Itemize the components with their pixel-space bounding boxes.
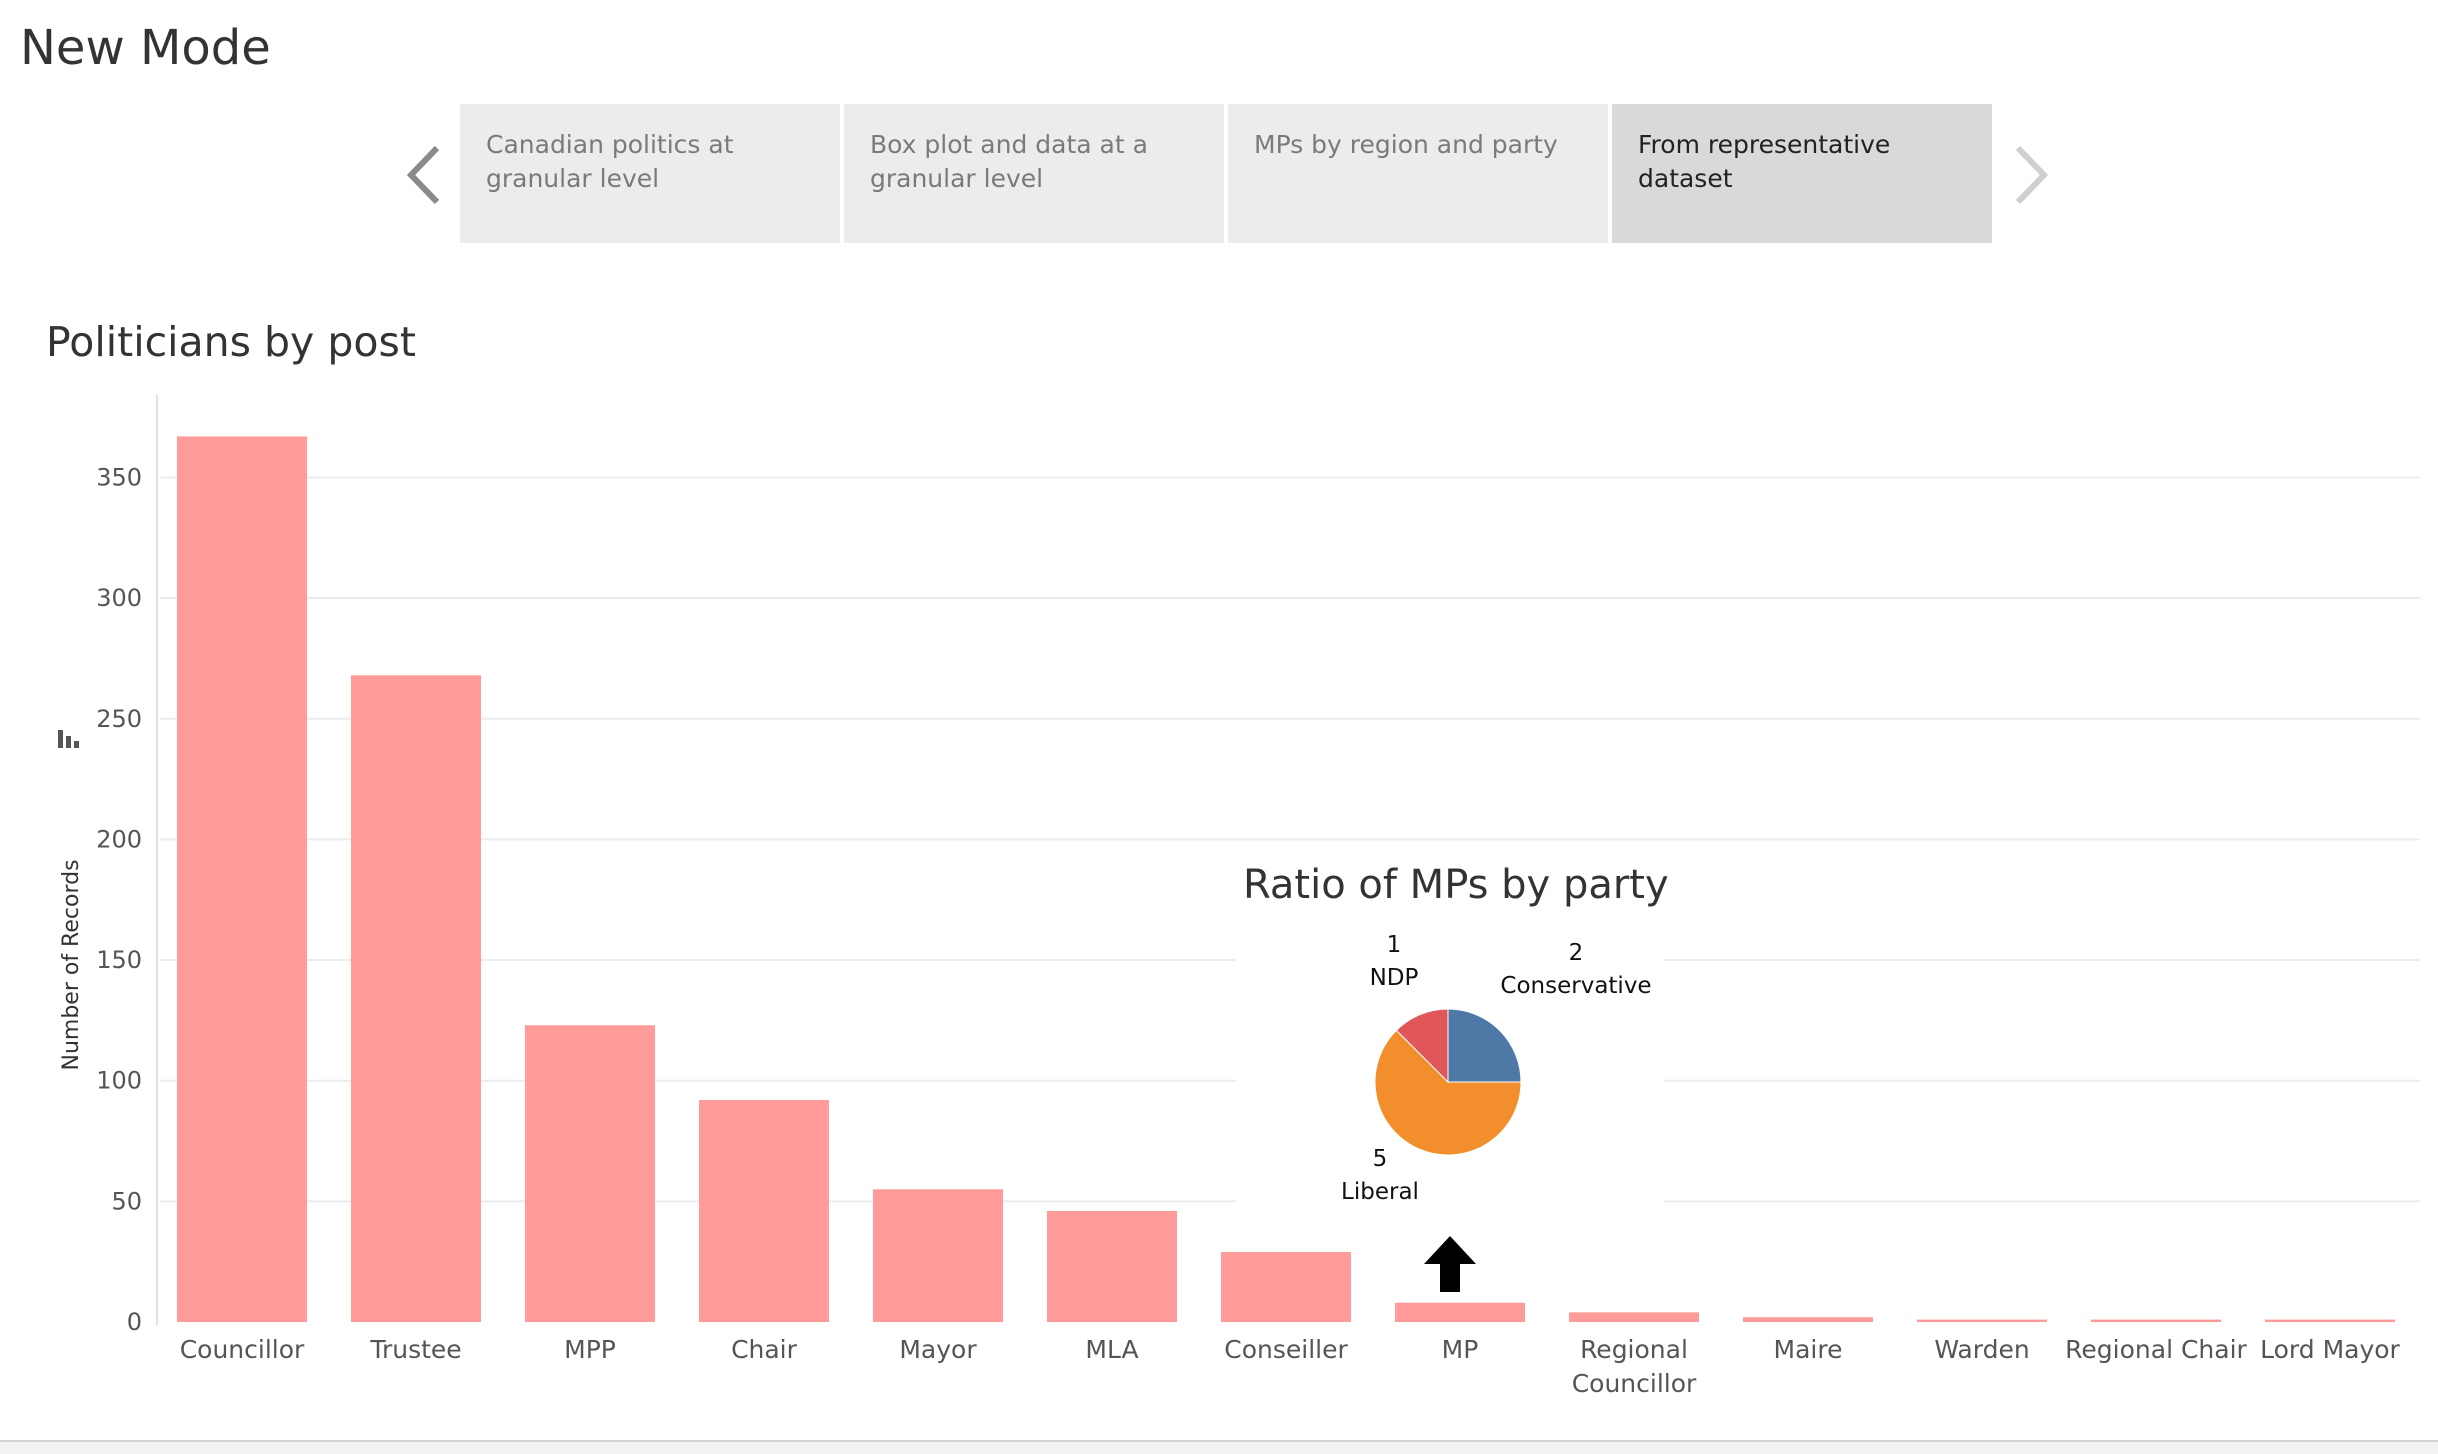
bottom-scrollbar[interactable]: [0, 1440, 2438, 1454]
pie-labels: 2 Conservative 5 Liberal 1 NDP: [1341, 932, 1652, 1205]
chart-title: Politicians by post: [46, 318, 416, 366]
sort-icon[interactable]: [58, 730, 79, 748]
x-tick-label: Warden: [1934, 1335, 2029, 1364]
story-point-mps-by-region[interactable]: MPs by region and party: [1228, 104, 1608, 243]
bar[interactable]: [1917, 1319, 2047, 1322]
bar[interactable]: [873, 1189, 1003, 1322]
x-tick-label: Conseiller: [1224, 1335, 1348, 1364]
y-tick-label: 350: [96, 463, 142, 491]
y-tick-label: 50: [111, 1187, 142, 1215]
arrow-up-icon: [1424, 1236, 1476, 1292]
x-tick-label: Regional: [1580, 1335, 1688, 1364]
bar[interactable]: [1047, 1211, 1177, 1322]
story-point-label: From representative dataset: [1638, 130, 1891, 193]
story-point-label: Box plot and data at a granular level: [870, 130, 1148, 193]
y-tick-label: 150: [96, 946, 142, 974]
x-tick-label: Trustee: [369, 1335, 461, 1364]
bar[interactable]: [1569, 1312, 1699, 1322]
pie-name-label: Liberal: [1341, 1179, 1419, 1205]
x-tick-label: MLA: [1085, 1335, 1138, 1364]
chevron-right-icon: [2015, 145, 2049, 205]
story-point-canadian-politics[interactable]: Canadian politics at granular level: [460, 104, 840, 243]
pie-value-label: 2: [1569, 940, 1584, 966]
pie-slice[interactable]: [1395, 1008, 1449, 1084]
story-point-label: Canadian politics at granular level: [486, 130, 734, 193]
x-tick-label: Chair: [731, 1335, 798, 1364]
pie-slices: [1374, 1008, 1522, 1156]
bar[interactable]: [2091, 1319, 2221, 1322]
pie-name-label: NDP: [1370, 965, 1419, 991]
y-tick-labels: 0 50 100 150 200 250 300 350: [96, 463, 142, 1336]
story-navigator: Canadian politics at granular level Box …: [0, 100, 2438, 250]
y-tick-label: 250: [96, 705, 142, 733]
y-tick-label: 300: [96, 584, 142, 612]
bar[interactable]: [1221, 1252, 1351, 1322]
pie-slice[interactable]: [1374, 1029, 1522, 1156]
story-prev-button[interactable]: [395, 140, 455, 210]
pie-name-label: Conservative: [1500, 973, 1651, 999]
inset-title: Ratio of MPs by party: [1243, 862, 1669, 908]
x-tick-label: Councillor: [1572, 1369, 1697, 1398]
x-tick-label: MP: [1442, 1335, 1479, 1364]
bar[interactable]: [699, 1100, 829, 1322]
pie-chart: 2 Conservative 5 Liberal 1 NDP: [1341, 932, 1652, 1205]
page-title: New Mode: [20, 20, 271, 76]
y-tick-label: 200: [96, 825, 142, 853]
bar[interactable]: [177, 436, 307, 1322]
bar[interactable]: [351, 675, 481, 1322]
x-tick-labels: Councillor Trustee MPP Chair Mayor MLA Conseil…: [180, 1335, 2401, 1398]
x-tick-label: MPP: [564, 1335, 616, 1364]
pie-value-label: 5: [1373, 1146, 1388, 1172]
story-point-representative-dataset[interactable]: From representative dataset: [1612, 104, 1992, 243]
story-point-label: MPs by region and party: [1254, 130, 1558, 159]
bar[interactable]: [1743, 1317, 1873, 1322]
chevron-left-icon: [406, 145, 440, 205]
bar[interactable]: [1395, 1302, 1525, 1322]
y-axis-label-group: Number of Records: [59, 859, 84, 1070]
bar[interactable]: [2265, 1319, 2395, 1322]
x-tick-label: Councillor: [180, 1335, 305, 1364]
bar-chart: 0 50 100 150 200 250 300 350 Councillor Trustee M…: [58, 395, 2420, 1398]
x-tick-label: Mayor: [899, 1335, 977, 1364]
x-tick-label: Maire: [1774, 1335, 1843, 1364]
y-tick-label: 100: [96, 1067, 142, 1095]
bars: [177, 436, 2395, 1322]
x-tick-label: Regional Chair: [2065, 1335, 2247, 1364]
pie-slice[interactable]: [1447, 1008, 1522, 1083]
story-point-box-plot[interactable]: Box plot and data at a granular level: [844, 104, 1224, 243]
pie-value-label: 1: [1387, 932, 1402, 958]
y-axis-label: Number of Records: [59, 859, 84, 1070]
story-next-button[interactable]: [2000, 140, 2060, 210]
bar[interactable]: [525, 1025, 655, 1322]
y-tick-label: 0: [127, 1308, 142, 1336]
x-tick-label: Lord Mayor: [2260, 1335, 2400, 1364]
